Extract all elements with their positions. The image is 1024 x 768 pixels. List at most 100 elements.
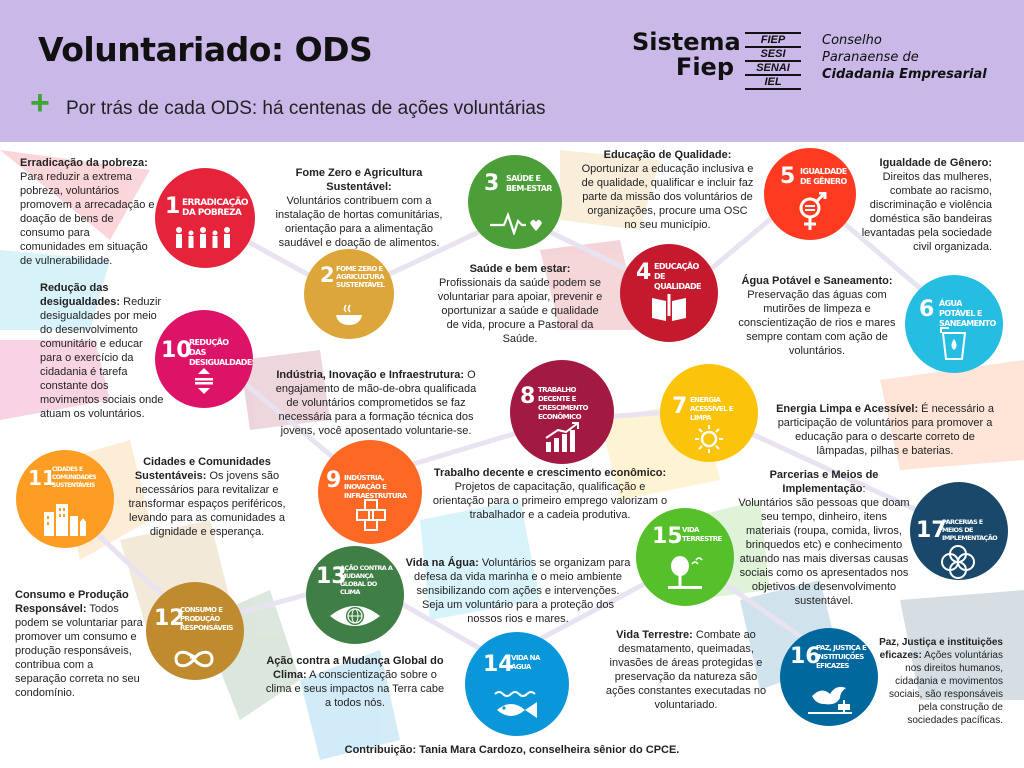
text-title: Consumo e Produção Responsável:	[15, 589, 129, 615]
text-title: Cidades e Comunidades Sustentáveis:	[134, 456, 271, 482]
sdg-13-badge[interactable]: 13 Ação contra a mudança global do clima	[306, 546, 404, 644]
bowl-icon	[336, 304, 362, 325]
sdg-name: Redução das desigualdades	[189, 338, 253, 367]
sdg-number: 4	[636, 260, 652, 285]
sdg-name: Educação de qualidade	[654, 262, 701, 291]
sdg-number: 7	[672, 394, 688, 419]
text-body: Para reduzir a extrema pobreza, voluntár…	[20, 171, 155, 267]
sdg-name: Trabalho decente e crescimento econômico	[538, 386, 588, 421]
text-body: A conscientização sobre o clima e seus i…	[265, 669, 445, 709]
water-icon	[940, 327, 967, 360]
sdg-number: 2	[320, 263, 335, 287]
sdg-number: 13	[316, 564, 347, 589]
sdg-14-badge[interactable]: 14 Vida na água	[465, 632, 569, 736]
sdg-10-badge[interactable]: 10 Redução das desigualdades	[155, 310, 253, 408]
sdg-number: 9	[326, 468, 342, 493]
text-body: Combate ao desmatamento, queimadas, inva…	[605, 629, 767, 711]
text-body: Ações voluntárias nos direitos humanos, …	[889, 650, 1003, 726]
text-body: Voluntários contribuem com a instalação …	[275, 195, 443, 249]
text-title: Indústria, Inovação e Infraestrutura:	[276, 369, 465, 381]
page-subtitle: Por trás de cada ODS: há centenas de açõ…	[66, 98, 546, 119]
header-banner: Voluntariado: ODS + Por trás de cada ODS…	[0, 0, 1024, 142]
text-body: Preservação das águas com mutirões de li…	[738, 289, 896, 357]
sdg-9-badge[interactable]: 9 Indústria, inovação e infraestrutura	[318, 440, 422, 544]
text-body: Direitos das mulheres, combate ao racism…	[861, 171, 992, 253]
logo-cp-line: Conselho	[822, 33, 882, 48]
footer-credit: Contribuição: Tania Mara Cardozo, consel…	[344, 744, 680, 756]
sdg-name: Erradicação da pobreza	[182, 198, 249, 218]
text-sdg-12: Consumo e Produção Responsável: Todos po…	[15, 588, 143, 700]
sdg-6-badge[interactable]: 6 Água potável e saneamento	[905, 275, 1003, 373]
logo-cp-line: Paranaense de	[822, 50, 919, 65]
sdg-15-badge[interactable]: 15 Vida terrestre	[636, 508, 734, 606]
text-title: Parcerias e Meios de Implementação	[769, 469, 879, 495]
sdg-name: Cidades e comunidades sustentáveis	[52, 466, 97, 489]
eye-globe-icon	[330, 606, 380, 626]
text-body: Reduzir desigualdades por meio do desenv…	[40, 296, 164, 420]
logo-box-fiep: FIEP	[745, 32, 801, 46]
sdg-name: Igualdade de gênero	[800, 167, 847, 186]
text-title: Ação contra a Mudança Global do Clima:	[266, 655, 444, 681]
text-body: Voluntários são pessoas que doam seu tem…	[738, 497, 910, 607]
sdg-name: Consumo e produção responsáveis	[180, 606, 233, 632]
sdg-name: Indústria, inovação e infraestrutura	[344, 474, 407, 500]
sdg-8-badge[interactable]: 8 Trabalho decente e crescimento econômi…	[510, 360, 614, 464]
plus-icon: +	[30, 84, 50, 122]
sdg-2-badge[interactable]: 2 Fome zero e agricultura sustentável	[304, 249, 394, 339]
book-icon	[652, 294, 686, 321]
text-title: Energia Limpa e Acessível:	[776, 403, 919, 415]
sdg-17-badge[interactable]: 17 Parcerias e meios de implementação	[910, 482, 1008, 580]
cpce-logo: Conselho Paranaense de Cidadania Empresa…	[822, 32, 987, 83]
text-sdg-7: Energia Limpa e Acessível: É necessário …	[772, 402, 998, 458]
sdg-number: 6	[919, 297, 935, 322]
text-sdg-4: Educação de Qualidade: Oportunizar a edu…	[580, 148, 755, 232]
sdg-4-badge[interactable]: 4 Educação de qualidade	[620, 244, 718, 342]
text-sdg-10: Redução das desigualdades: Reduzir desig…	[40, 281, 166, 421]
text-title: Paz, Justiça e instituições eficazes:	[879, 637, 1003, 661]
logo-box-senai: SENAI	[745, 60, 801, 74]
text-title: Vida Terrestre:	[616, 629, 693, 641]
text-sdg-5: Igualdade de Gênero: Direitos das mulher…	[858, 156, 992, 254]
sdg-5-badge[interactable]: 5 Igualdade de gênero	[764, 148, 856, 240]
sdg-7-badge[interactable]: 7 Energia acessível e limpa	[660, 364, 758, 462]
text-body: Voluntários se organizam para defesa da …	[414, 557, 631, 625]
sistema-fiep-logo: Sistema Fiep	[632, 28, 741, 81]
text-body: O engajamento de mão-de-obra qualificada…	[275, 369, 477, 437]
text-sdg-16: Paz, Justiça e instituições eficazes: Aç…	[878, 636, 1003, 727]
gender-icon	[799, 192, 827, 230]
text-body: Profissionais da saúde podem se voluntar…	[437, 277, 603, 345]
equality-icon	[195, 368, 213, 394]
text-sdg-14: Vida na Água: Voluntários se organizam p…	[404, 556, 632, 626]
logo-box-sesi: SESI	[745, 46, 801, 60]
logo-fiep-text: Fiep	[675, 53, 734, 81]
fiep-institutions-logo: FIEP SESI SENAI IEL	[745, 32, 801, 90]
sdg-12-badge[interactable]: 12 Consumo e produção responsáveis	[146, 582, 244, 680]
heartbeat-icon	[490, 211, 542, 235]
sdg-3-badge[interactable]: 3 Saúde e bem-estar	[468, 155, 562, 249]
sdg-number: 1	[165, 194, 181, 219]
sdg-number: 5	[780, 164, 796, 189]
sdg-16-badge[interactable]: 16 Paz, justiça e instituições eficazes	[780, 628, 878, 726]
infinity-icon	[174, 650, 214, 668]
rings-icon	[941, 545, 975, 579]
sun-icon	[695, 425, 723, 453]
text-sdg-6: Água Potável e Saneamento: Preservação d…	[733, 274, 901, 358]
sdg-number: 15	[652, 524, 683, 549]
text-sdg-8: Trabalho decente e crescimento econômico…	[432, 466, 668, 522]
sdg-name: Água potável e saneamento	[939, 299, 996, 328]
page-title: Voluntariado: ODS	[38, 30, 373, 69]
text-body: Oportunizar a educação inclusiva e de qu…	[581, 163, 754, 231]
text-title: Redução das desigualdades:	[40, 282, 121, 308]
text-title: Educação de Qualidade:	[603, 149, 732, 161]
people-icon	[176, 227, 230, 248]
text-sdg-17: Parcerias e Meios de Implementação: Volu…	[738, 469, 910, 607]
text-body: Todos podem se voluntariar para promover…	[15, 603, 143, 699]
dove-icon	[808, 686, 852, 714]
logo-box-iel: IEL	[745, 74, 801, 90]
sdg-name: Saúde e bem-estar	[506, 174, 552, 193]
text-sdg-2: Fome Zero e Agricultura Sustentável: Vol…	[262, 166, 456, 250]
sdg-11-badge[interactable]: 11 Cidades e comunidades sustentáveis	[16, 450, 114, 548]
sdg-1-badge[interactable]: 1 Erradicação da pobreza	[155, 168, 255, 268]
logo-sistema-text: Sistema	[632, 28, 741, 56]
sdg-name: Parcerias e meios de implementação	[942, 518, 998, 542]
